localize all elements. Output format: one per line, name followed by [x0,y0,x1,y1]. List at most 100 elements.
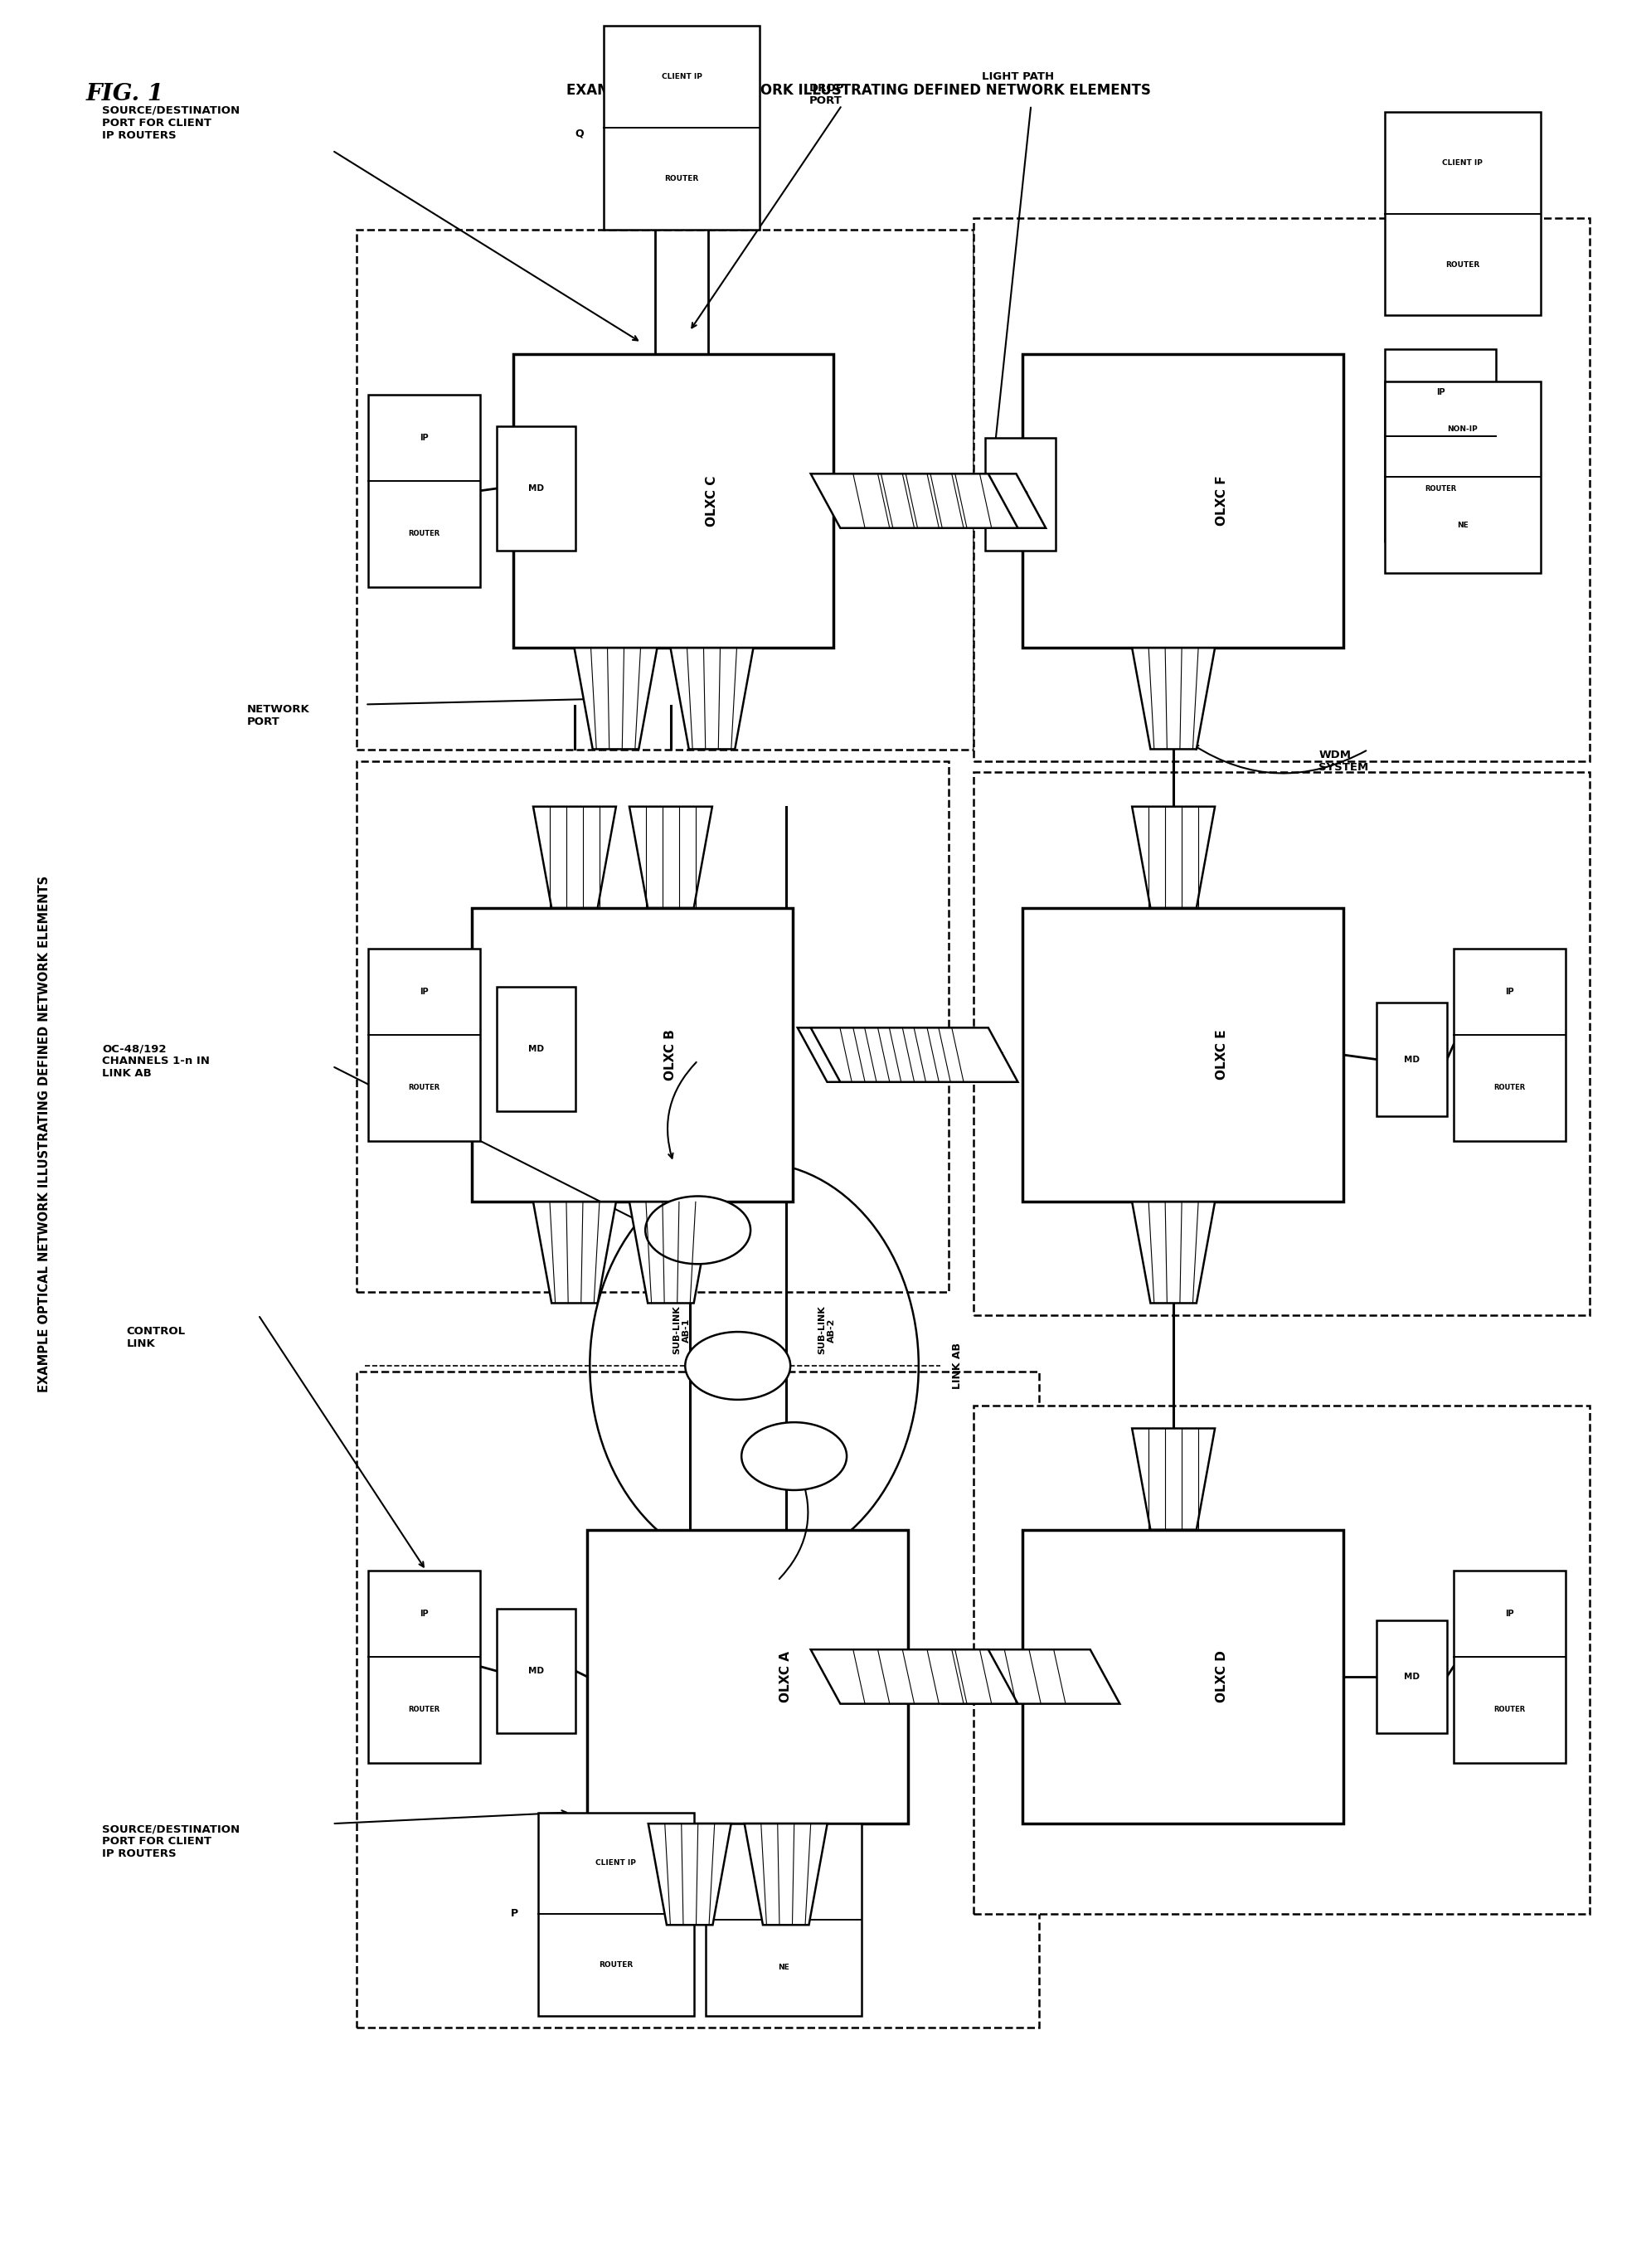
Text: SUB-LINK
AB-1: SUB-LINK AB-1 [672,1306,690,1354]
Polygon shape [533,1202,616,1304]
Text: MD: MD [1403,1055,1420,1064]
Polygon shape [797,1027,1005,1082]
Text: P: P [510,1907,518,1919]
Polygon shape [1133,1429,1215,1529]
Polygon shape [533,807,616,907]
Polygon shape [811,1027,1019,1082]
Bar [588,1529,908,1823]
Text: FIG. 1: FIG. 1 [86,82,163,104]
Text: IP: IP [1506,1610,1514,1617]
Polygon shape [575,649,657,748]
Polygon shape [629,807,712,907]
Bar [538,1812,693,2016]
Text: NE: NE [778,1964,789,1971]
Bar [1453,1569,1565,1762]
Text: NE: NE [1456,522,1468,528]
Bar [1385,381,1540,574]
Text: Q: Q [575,127,584,138]
Text: NETWORK
PORT: NETWORK PORT [246,705,310,728]
Text: OLXC A: OLXC A [779,1651,792,1703]
Polygon shape [1133,807,1215,907]
Text: SUB-LINK
AB-2: SUB-LINK AB-2 [817,1306,835,1354]
Text: ROUTER: ROUTER [599,1962,632,1969]
Bar [1022,354,1344,649]
Bar [974,771,1590,1315]
Text: ROUTER: ROUTER [665,175,698,181]
Text: CLIENT IP: CLIENT IP [1443,159,1483,166]
Bar [497,987,576,1111]
Bar [974,1406,1590,1914]
Text: IP: IP [1436,388,1445,397]
Bar [368,1569,480,1762]
Text: LINK AB: LINK AB [951,1343,963,1388]
Text: CLIENT IP: CLIENT IP [662,73,702,82]
Polygon shape [670,649,753,748]
Bar [472,907,792,1202]
Bar [497,1608,576,1733]
Text: OLXC D: OLXC D [1215,1651,1228,1703]
Text: NON-IP: NON-IP [1448,426,1478,433]
Bar [705,1823,862,2016]
Bar [1385,111,1540,315]
Bar [1377,1002,1446,1116]
Bar [1385,349,1496,542]
Bar [513,354,834,649]
Polygon shape [745,1823,827,1926]
Text: ROUTER: ROUTER [408,1706,441,1712]
Text: SOURCE/DESTINATION
PORT FOR CLIENT
IP ROUTERS: SOURCE/DESTINATION PORT FOR CLIENT IP RO… [102,1823,239,1860]
Text: ROUTER: ROUTER [1494,1706,1526,1712]
Bar [1377,1619,1446,1733]
Text: EXAMPLE OPTICAL NETWORK ILLUSTRATING DEFINED NETWORK ELEMENTS: EXAMPLE OPTICAL NETWORK ILLUSTRATING DEF… [566,82,1151,98]
Text: ROUTER: ROUTER [1446,261,1479,268]
Text: OLXC B: OLXC B [665,1030,677,1080]
Text: CONTROL
LINK: CONTROL LINK [127,1327,187,1349]
Polygon shape [629,1202,712,1304]
Text: IP: IP [1506,987,1514,996]
Polygon shape [913,1649,1119,1703]
Text: NON-IP: NON-IP [768,1869,799,1876]
Bar [1022,907,1344,1202]
Polygon shape [1133,649,1215,748]
Text: OLXC E: OLXC E [1215,1030,1228,1080]
Ellipse shape [685,1331,791,1399]
Text: MD: MD [528,1046,545,1052]
Polygon shape [1133,1202,1215,1304]
Polygon shape [839,474,1045,528]
Text: MD: MD [528,485,545,492]
Bar [604,25,759,229]
Text: IP: IP [419,987,429,996]
Bar [986,438,1055,551]
Polygon shape [811,474,1019,528]
Bar [368,948,480,1141]
Polygon shape [649,1823,731,1926]
Text: EXAMPLE OPTICAL NETWORK ILLUSTRATING DEFINED NETWORK ELEMENTS: EXAMPLE OPTICAL NETWORK ILLUSTRATING DEF… [38,875,51,1393]
Bar [357,229,974,751]
Text: DROP
PORT: DROP PORT [809,82,844,107]
Text: WDM
SYSTEM: WDM SYSTEM [1319,751,1369,773]
Ellipse shape [646,1195,751,1263]
Ellipse shape [741,1422,847,1490]
Text: OC-48/192
CHANNELS 1-n IN
LINK AB: OC-48/192 CHANNELS 1-n IN LINK AB [102,1043,210,1080]
Bar [357,762,949,1293]
Text: ROUTER: ROUTER [408,531,441,538]
Text: MD: MD [1012,490,1029,499]
Bar [1022,1529,1344,1823]
Text: ROUTER: ROUTER [1425,485,1456,492]
Text: IP: IP [419,433,429,442]
Text: ROUTER: ROUTER [408,1084,441,1091]
Text: OLXC F: OLXC F [1215,476,1228,526]
Polygon shape [811,1649,1019,1703]
Text: CLIENT IP: CLIENT IP [596,1860,636,1867]
Text: MD: MD [528,1667,545,1676]
Text: SOURCE/DESTINATION
PORT FOR CLIENT
IP ROUTERS: SOURCE/DESTINATION PORT FOR CLIENT IP RO… [102,104,239,141]
Text: IP: IP [419,1610,429,1617]
Bar [357,1372,1038,2028]
Text: ROUTER: ROUTER [1494,1084,1526,1091]
Text: LIGHT PATH: LIGHT PATH [982,70,1053,82]
Text: MD: MD [1403,1672,1420,1681]
Bar [368,395,480,587]
Bar [1453,948,1565,1141]
Text: OLXC C: OLXC C [705,476,718,526]
Bar [974,218,1590,762]
Bar [497,426,576,551]
